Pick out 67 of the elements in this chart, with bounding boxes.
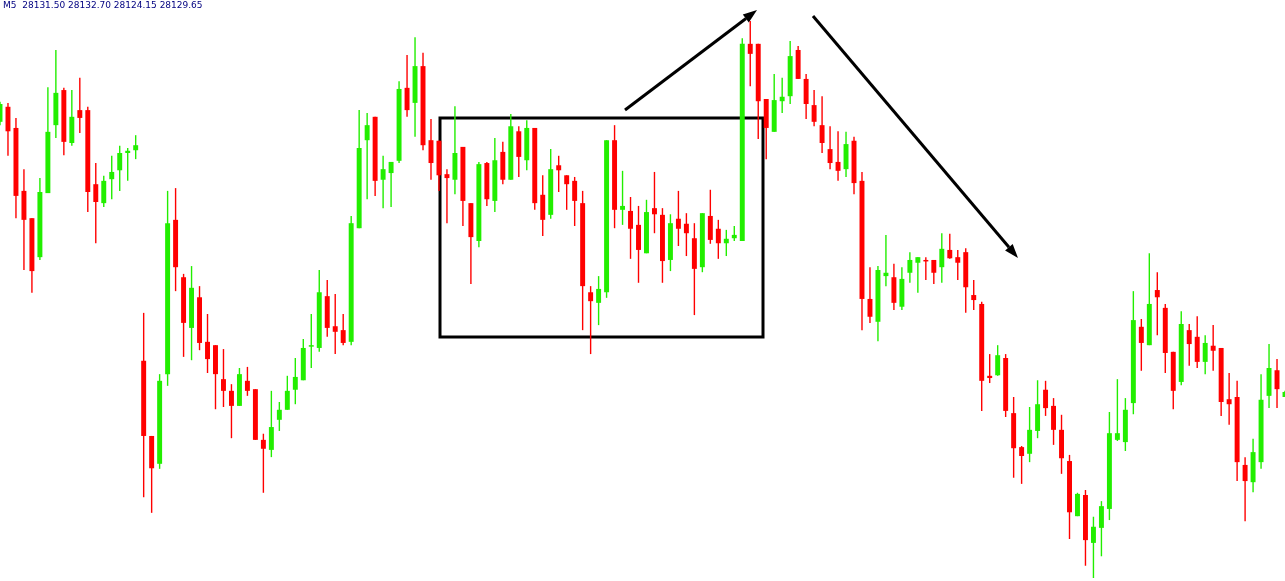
candlestick: [683, 212, 689, 257]
candlestick: [101, 175, 107, 208]
candlestick: [915, 256, 921, 294]
candlestick: [268, 390, 274, 458]
candlestick: [340, 313, 346, 346]
candlestick: [995, 344, 1001, 377]
candlestick: [628, 196, 633, 260]
candlestick: [1090, 516, 1096, 579]
candlestick: [284, 375, 290, 411]
candlestick: [947, 233, 953, 260]
candlestick: [620, 170, 626, 226]
candlestick: [221, 348, 226, 408]
candlestick: [819, 95, 825, 154]
candlestick: [205, 313, 210, 374]
candlestick: [228, 383, 234, 439]
candlestick: [388, 161, 394, 208]
candlestick: [1226, 372, 1232, 426]
candlestick: [971, 279, 977, 311]
candlestick: [588, 285, 594, 355]
candlestick: [260, 433, 266, 494]
candlestick: [939, 232, 945, 284]
candlestick: [276, 401, 282, 432]
candlestick: [1098, 500, 1104, 557]
candlestick: [707, 189, 713, 245]
candlestick: [907, 251, 913, 284]
candlestick: [572, 176, 578, 227]
candlestick: [117, 145, 123, 192]
candlestick: [77, 77, 83, 134]
candlestick: [133, 134, 139, 160]
candlestick: [835, 130, 841, 182]
candlestick: [556, 155, 562, 193]
candlestick: [1186, 323, 1192, 367]
candlestick: [244, 366, 250, 397]
candlestick: [596, 275, 602, 326]
candlestick: [715, 219, 721, 260]
candlestick: [1202, 334, 1208, 375]
candlestick: [404, 54, 410, 118]
candlestick: [364, 112, 370, 200]
candlestick: [308, 313, 314, 369]
candlestick: [747, 20, 753, 87]
candlestick: [1210, 324, 1216, 372]
candlestick: [867, 266, 873, 324]
candlestick: [332, 293, 338, 355]
candlestick: [652, 171, 657, 234]
candlestick: [779, 77, 785, 114]
candlestick: [1051, 397, 1057, 446]
candlestick: [987, 353, 993, 384]
candlestick: [109, 155, 115, 200]
candlestick: [292, 357, 298, 405]
candlestick: [1019, 445, 1025, 485]
candlestick: [380, 155, 386, 209]
candlestick: [125, 147, 131, 182]
candlestick: [93, 162, 99, 244]
candlestick: [444, 168, 450, 224]
candlestick: [1027, 406, 1033, 463]
candlestick: [675, 190, 681, 247]
candlestick: [827, 125, 833, 170]
candlestick: [1043, 380, 1049, 417]
candlestick: [564, 174, 570, 211]
candlestick: [1154, 271, 1160, 336]
text: M5 28131.50 28132.70 28124.15 28129.65: [3, 0, 203, 11]
candlestick: [955, 249, 961, 281]
candlestick: [1114, 378, 1120, 442]
candlestick: [1138, 318, 1144, 372]
candlestick: [811, 89, 817, 127]
candlestick: [723, 229, 729, 257]
candlestick: [1242, 456, 1248, 522]
